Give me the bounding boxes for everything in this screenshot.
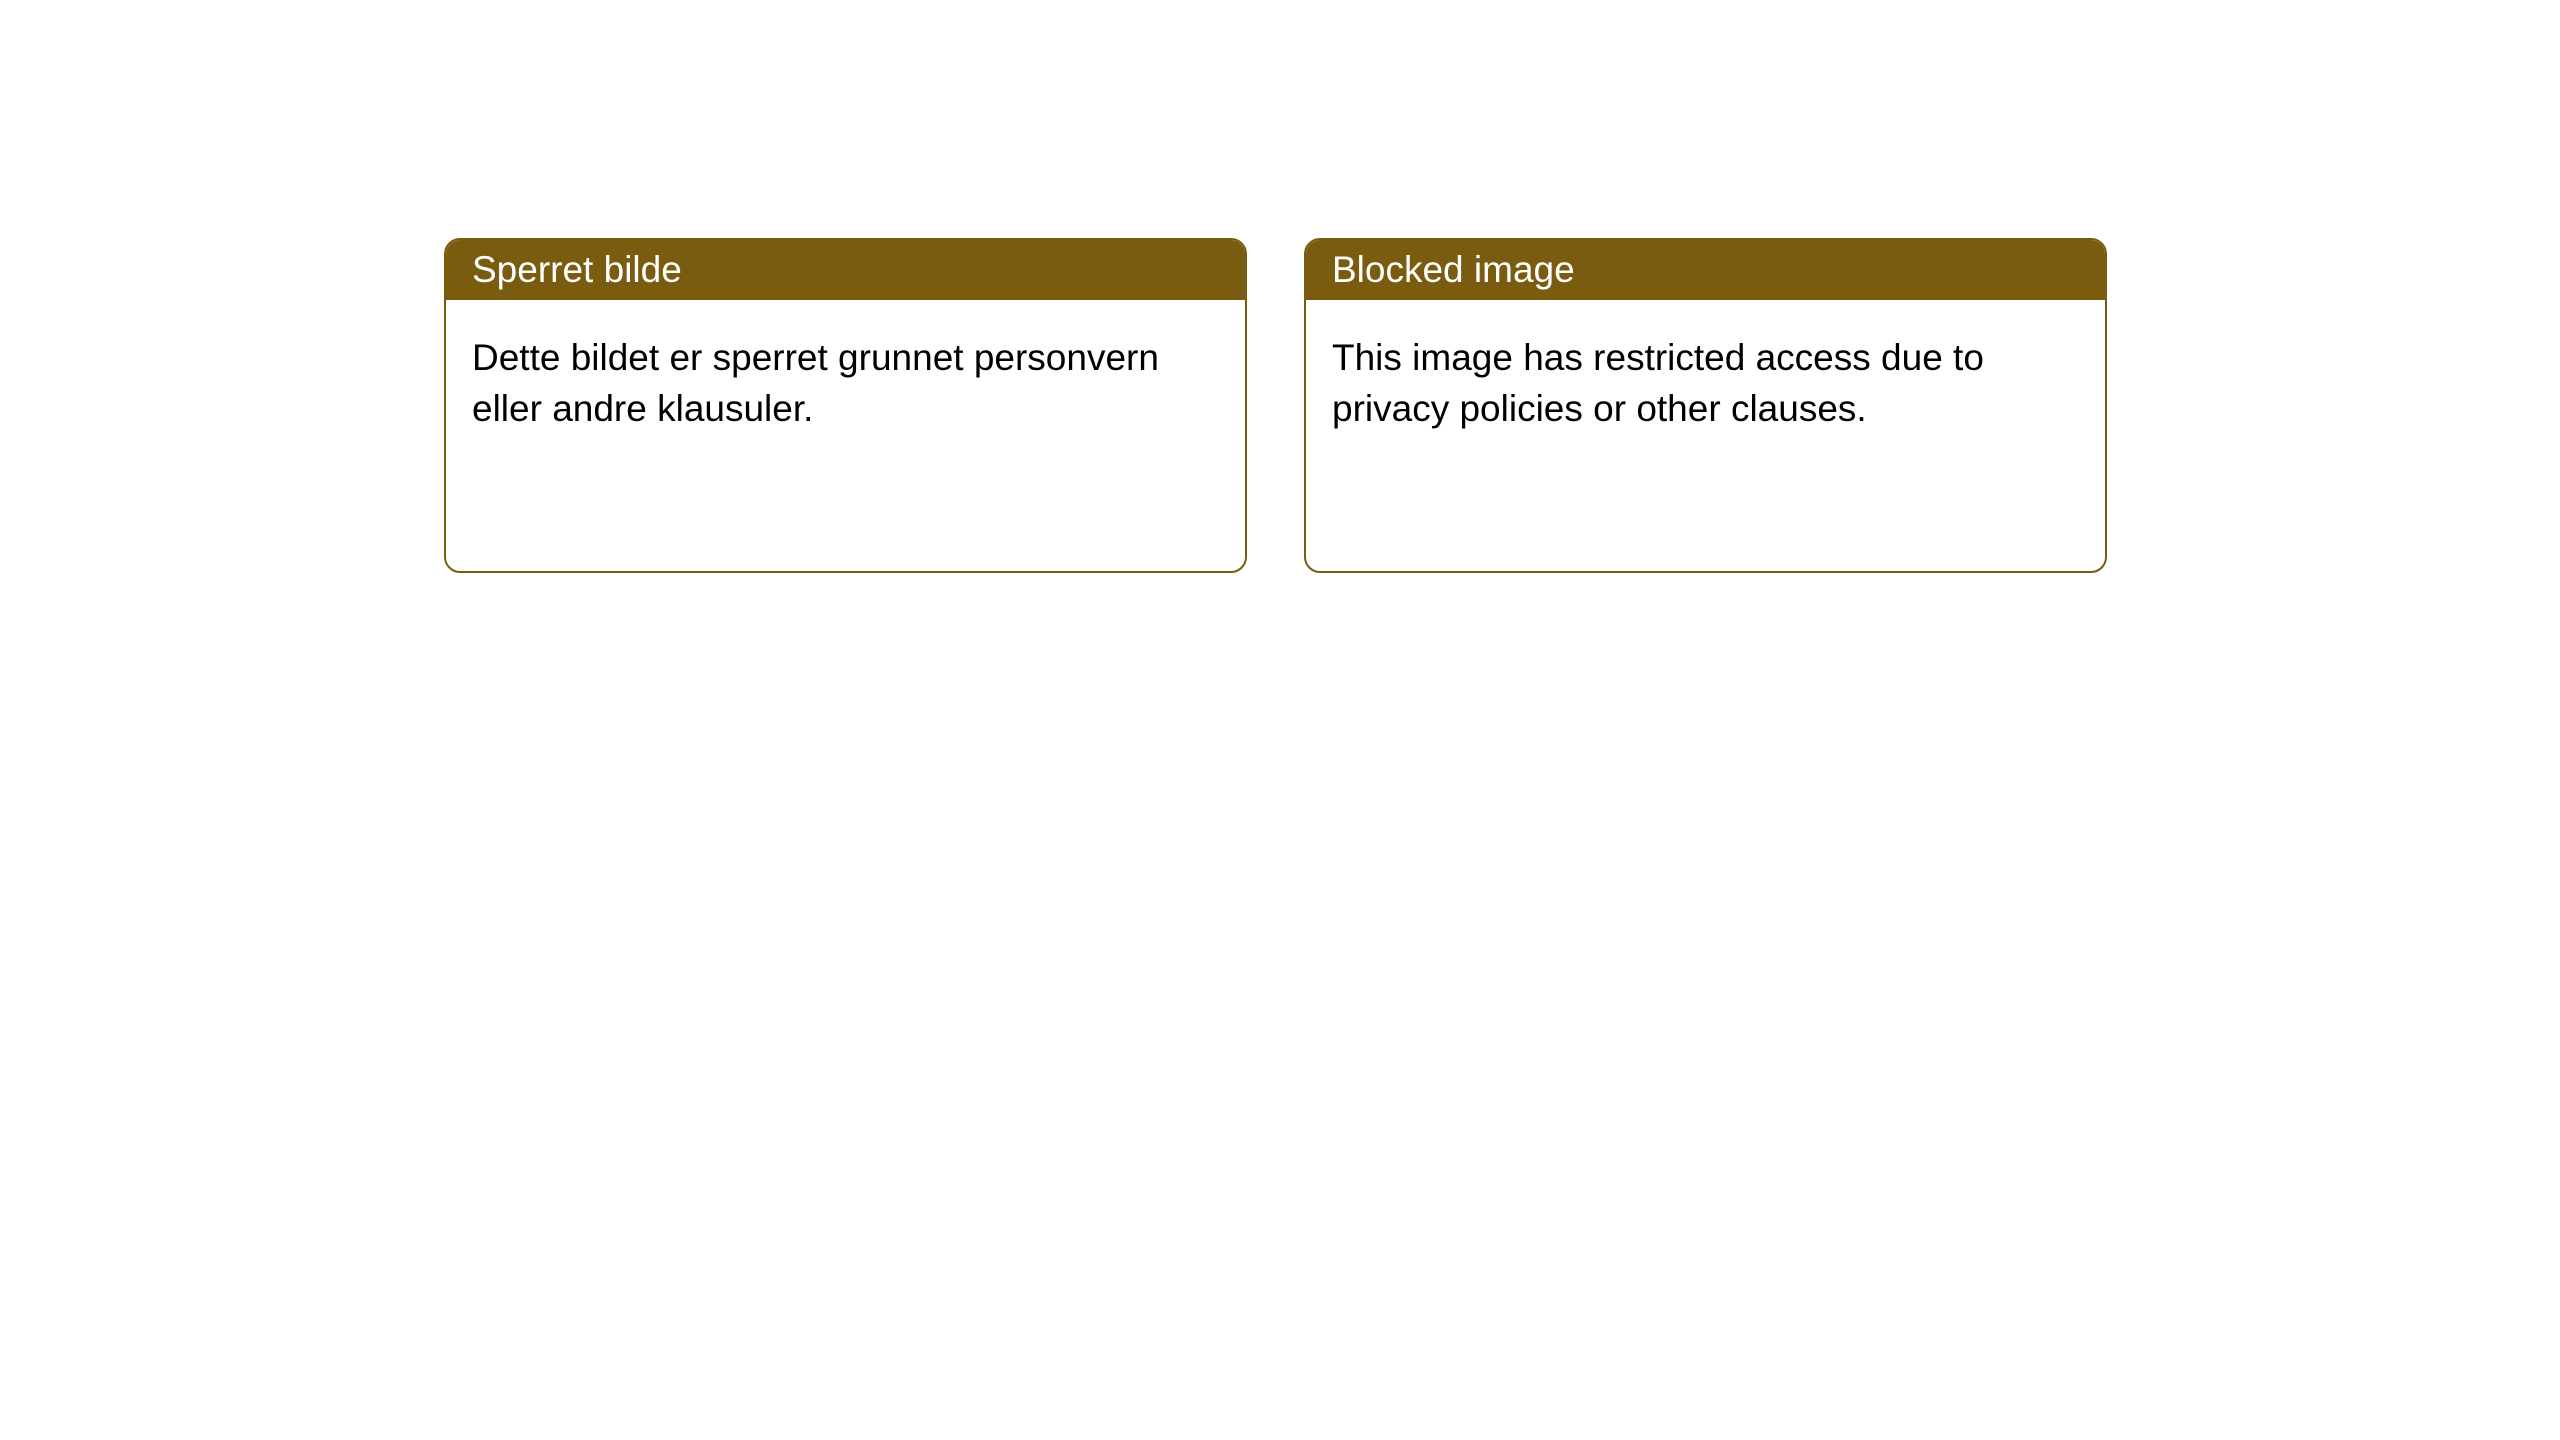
card-header-english: Blocked image [1306, 240, 2105, 300]
card-header-norwegian: Sperret bilde [446, 240, 1245, 300]
blocked-image-cards: Sperret bilde Dette bildet er sperret gr… [444, 238, 2107, 573]
card-body-norwegian: Dette bildet er sperret grunnet personve… [446, 300, 1245, 466]
card-body-english: This image has restricted access due to … [1306, 300, 2105, 466]
card-english: Blocked image This image has restricted … [1304, 238, 2107, 573]
card-norwegian: Sperret bilde Dette bildet er sperret gr… [444, 238, 1247, 573]
